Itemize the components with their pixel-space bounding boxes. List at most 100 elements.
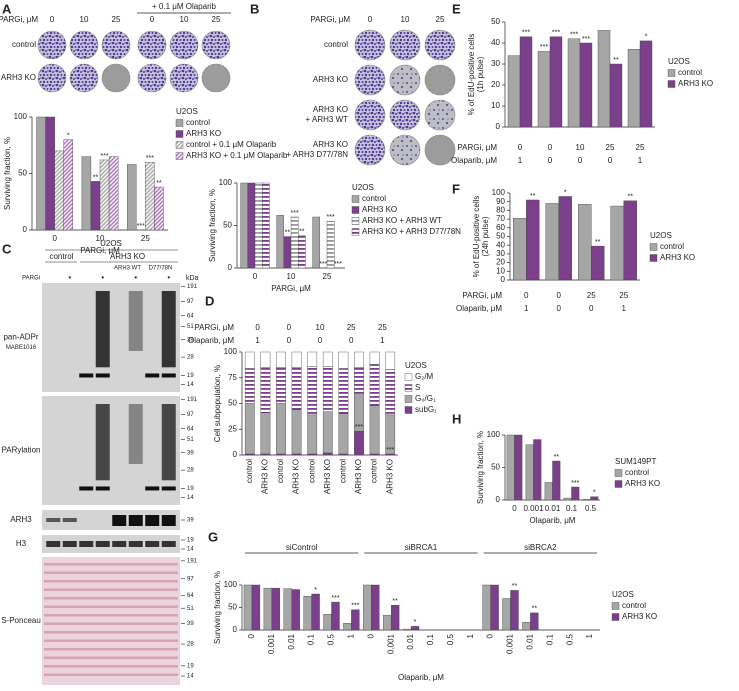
condition-value: 1 [524, 304, 529, 313]
condition-label: Olaparib, μM [456, 304, 502, 313]
legend-label: ARH3 KO [362, 205, 397, 214]
plate [389, 29, 421, 61]
significance: *** [327, 214, 335, 221]
bar [291, 589, 300, 631]
label: PARGi [22, 276, 40, 282]
condition-value: 0 [518, 143, 523, 152]
condition-label: PARGi, μM [457, 143, 497, 152]
x-tick-label: 0.01 [545, 504, 561, 513]
bar-segment [244, 351, 255, 369]
significance: ** [532, 606, 538, 613]
bar [45, 116, 55, 231]
bar-segment [260, 367, 271, 413]
y-axis-label: Surviving fraction, % [208, 189, 217, 262]
condition-value: 0 [349, 336, 354, 345]
x-tick-label: 1 [346, 633, 355, 638]
legend-swatch [614, 480, 623, 488]
plate [424, 29, 456, 61]
blot-smear [95, 404, 110, 481]
x-axis-label: Olaparib, μM [530, 516, 576, 525]
bar [639, 40, 653, 128]
blot-band [79, 541, 94, 547]
significance: *** [319, 261, 327, 268]
y-tick-label: 100 [224, 347, 238, 356]
bar-segment [276, 351, 286, 368]
column-label: 25 [212, 15, 221, 24]
marker-label: 19 [187, 538, 194, 544]
significance: ** [613, 57, 619, 64]
condition-value: 0 [557, 291, 562, 300]
legend-swatch [351, 217, 360, 225]
condition-value: 25 [587, 291, 596, 300]
bar [331, 601, 340, 631]
plate [389, 99, 421, 131]
y-tick-label: 40 [496, 240, 505, 249]
marker-label: 97 [187, 412, 194, 418]
significance: ** [530, 193, 536, 200]
y-axis-label: Surviving fraction, % [476, 431, 485, 504]
plate [201, 63, 231, 93]
y-tick-label: 10 [491, 101, 500, 110]
bar-segment [369, 351, 380, 365]
bar-segment [369, 405, 380, 455]
legend-label: ARH3 KO + ARH3 D77/78N [362, 227, 461, 236]
bar [311, 593, 320, 631]
y-tick-label: 50 [491, 463, 500, 472]
blot-membrane [42, 535, 180, 553]
marker-label: 39 [187, 337, 194, 343]
legend-label: control [625, 468, 649, 477]
legend-label: S [415, 383, 420, 392]
marker-label: 28 [187, 468, 194, 474]
bar [251, 584, 261, 631]
condition-value: 0 [318, 336, 323, 345]
x-tick-label: 0.1 [426, 633, 435, 645]
y-tick-label: 100 [224, 580, 238, 589]
bar [108, 156, 119, 231]
condition-value: 0 [255, 323, 260, 332]
y-tick-label: 50 [491, 17, 500, 26]
bar [243, 584, 253, 631]
condition-value: 25 [619, 291, 628, 300]
column-label: 0 [50, 15, 55, 24]
plate [37, 30, 67, 60]
bar-segment [322, 452, 333, 456]
x-tick-label: ARH3 KO [323, 459, 332, 494]
bar [240, 182, 249, 269]
marker-label: 14 [187, 547, 194, 553]
blot-band [62, 518, 77, 522]
marker-label: 39 [187, 621, 194, 627]
y-tick-label: 50 [223, 221, 232, 230]
panel-label: G [208, 529, 218, 544]
legend-swatch [614, 469, 623, 477]
bar-segment [322, 366, 333, 412]
x-tick-label: control [339, 459, 348, 483]
condition-value: 25 [347, 323, 356, 332]
bar-segment [291, 367, 302, 410]
bar-segment [385, 351, 396, 370]
condition-value: 10 [576, 143, 585, 152]
panel-label: A [2, 1, 12, 16]
significance: *** [291, 210, 299, 217]
y-axis-label: Surviving fraction, % [213, 571, 222, 644]
bar [247, 182, 256, 269]
x-axis-label: PARGi, μM [80, 246, 120, 255]
bar-segment [369, 364, 380, 406]
marker-label: 51 [187, 324, 194, 330]
bar [323, 614, 332, 631]
bar [36, 116, 46, 231]
y-tick-label: 0 [233, 625, 238, 634]
group-label: siControl [286, 543, 318, 552]
marker-label: 19 [187, 373, 194, 379]
x-tick-label: 0 [52, 234, 57, 243]
row-label: ARH3 KO [313, 75, 348, 84]
column-label: 0 [150, 15, 155, 24]
ponceau-band [44, 631, 178, 634]
bar [513, 218, 527, 281]
significance: *** [331, 595, 339, 602]
plate [69, 63, 99, 93]
significance: *** [571, 480, 579, 487]
column-label: 25 [436, 15, 445, 24]
y-tick-label: 100 [219, 178, 233, 187]
plate [101, 63, 131, 93]
